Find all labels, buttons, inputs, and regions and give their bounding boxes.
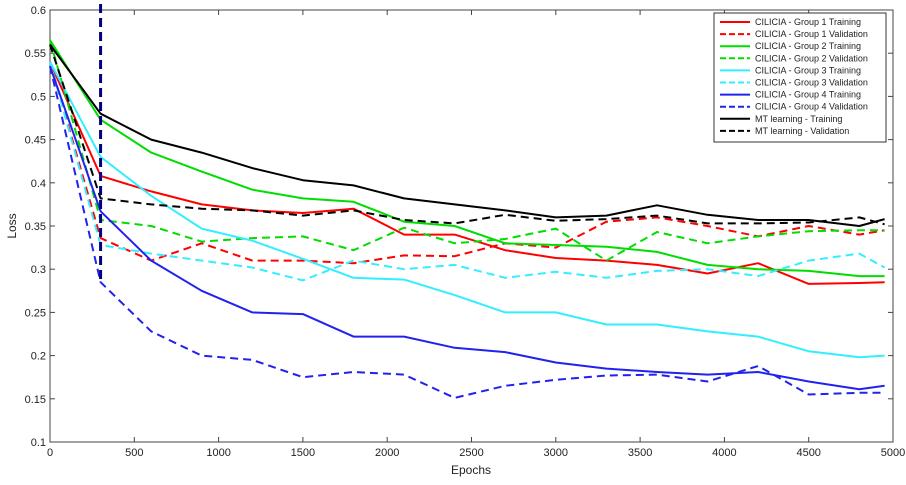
y-tick-label: 0.15 — [25, 394, 46, 406]
y-tick-label: 0.55 — [25, 48, 46, 60]
x-tick-label: 3000 — [544, 447, 568, 459]
x-axis-label: Epochs — [451, 463, 491, 477]
series-line-6 — [49, 61, 886, 282]
legend-label: MT learning - Validation — [755, 126, 849, 136]
x-tick-label: 2500 — [459, 447, 483, 459]
legend-label: CILICIA - Group 1 Validation — [755, 29, 868, 39]
legend-label: CILICIA - Group 4 Training — [755, 90, 861, 100]
series-line-7 — [49, 65, 885, 391]
y-tick-label: 0.2 — [31, 351, 46, 363]
axis-ticks: 0 500 1000 1500 2000 2500 3000 3500 4000 4500 5000… — [25, 5, 906, 459]
series-line-2 — [49, 61, 885, 265]
y-tick-label: 0.4 — [31, 178, 46, 190]
series-line-1 — [49, 61, 885, 285]
legend-label: CILICIA - Group 4 Validation — [755, 102, 868, 112]
x-tick-label: 3500 — [628, 447, 652, 459]
y-tick-label: 0.35 — [25, 221, 46, 233]
series-line-8 — [49, 65, 885, 399]
legend-label: CILICIA - Group 2 Training — [755, 41, 861, 51]
x-tick-label: 500 — [125, 447, 143, 459]
x-tick-label: 5000 — [881, 447, 905, 459]
y-tick-label: 0.45 — [25, 135, 46, 147]
y-tick-label: 0.5 — [31, 91, 46, 103]
legend-label: CILICIA - Group 2 Validation — [755, 53, 868, 63]
x-tick-label: 1500 — [291, 447, 315, 459]
x-tick-label: 0 — [47, 447, 53, 459]
y-tick-label: 0.3 — [31, 264, 46, 276]
legend-label: MT learning - Training — [755, 114, 842, 124]
legend-label: CILICIA - Group 3 Training — [755, 65, 861, 75]
series-line-5 — [49, 61, 885, 359]
series-lines — [49, 39, 886, 399]
y-tick-label: 0.6 — [31, 5, 46, 17]
x-tick-label: 1000 — [206, 447, 230, 459]
y-axis-label: Loss — [5, 213, 19, 238]
series-line-3 — [49, 39, 885, 278]
legend-label: CILICIA - Group 3 Validation — [755, 78, 868, 88]
y-tick-label: 0.25 — [25, 307, 46, 319]
x-tick-label: 4000 — [712, 447, 736, 459]
x-tick-label: 2000 — [375, 447, 399, 459]
y-tick-label: 0.1 — [31, 437, 46, 449]
legend-label: CILICIA - Group 1 Training — [755, 17, 861, 27]
x-tick-label: 4500 — [796, 447, 820, 459]
series-line-4 — [49, 39, 885, 262]
series-line-9 — [49, 44, 885, 227]
legend: CILICIA - Group 1 Training CILICIA - Grou… — [713, 12, 887, 143]
